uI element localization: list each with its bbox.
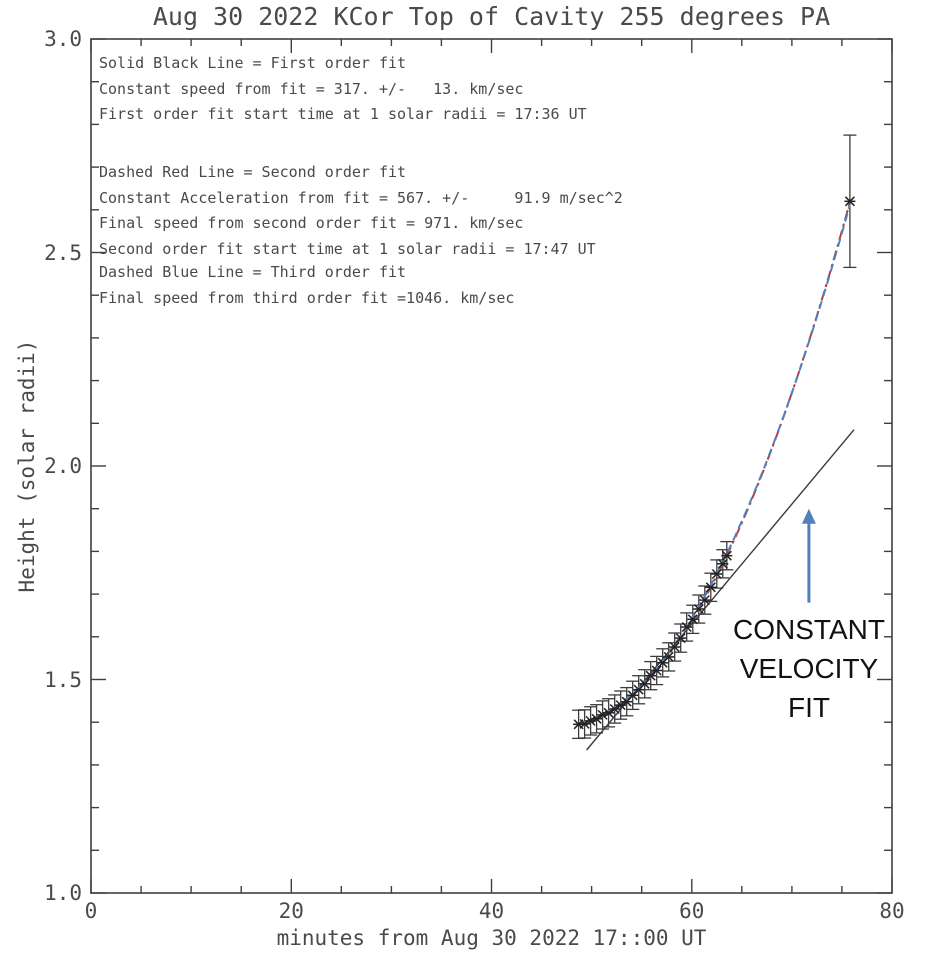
data-point-marker	[669, 641, 681, 653]
annotation-line: Dashed Red Line = Second order fit	[99, 163, 407, 181]
annotation-line: First order fit start time at 1 solar ra…	[99, 105, 587, 123]
annotation-first-order-fit: Solid Black Line = First order fit Consta…	[99, 51, 587, 128]
data-point-marker	[651, 665, 663, 676]
x-tick-label: 80	[879, 899, 905, 923]
data-point-marker	[693, 603, 705, 615]
x-axis-title: minutes from Aug 30 2022 17::00 UT	[276, 926, 707, 950]
data-point-marker	[717, 558, 729, 569]
data-point-marker	[663, 651, 675, 662]
annotation-line: Final speed from third order fit =1046. …	[99, 288, 515, 307]
data-point-marker	[681, 621, 693, 633]
annotation-third-order-fit: Dashed Blue Line = Third order fit Final …	[99, 260, 514, 311]
constant-velocity-fit-label-line: VELOCITY	[739, 653, 879, 684]
annotation-line: Solid Black Line = First order fit	[99, 54, 407, 72]
data-point-marker	[705, 582, 717, 593]
constant-velocity-arrow	[801, 508, 816, 603]
annotation-line: Second order fit start time at 1 solar r…	[99, 239, 596, 258]
third-order-fit-line	[578, 204, 851, 725]
annotation-line: Constant Acceleration from fit = 567. +/…	[99, 188, 623, 207]
data-point-marker	[609, 703, 621, 715]
annotation-line: Constant speed from fit = 317. +/- 13. k…	[99, 79, 524, 98]
annotation-line: Final speed from second order fit = 971.…	[99, 214, 524, 232]
data-point-marker	[639, 678, 651, 689]
data-point-marker	[603, 707, 615, 718]
data-point-marker	[711, 568, 723, 580]
constant-velocity-fit-label: CONSTANT VELOCITY FIT	[718, 610, 900, 727]
constant-velocity-fit-label-line: FIT	[788, 692, 830, 723]
y-tick-label: 2.0	[44, 454, 82, 478]
data-point-marker	[675, 633, 687, 644]
y-tick-label: 1.5	[44, 667, 82, 692]
data-point-marker	[687, 614, 699, 625]
y-axis-title: Height (solar radii)	[15, 339, 39, 593]
x-tick-label: 40	[478, 899, 505, 923]
chart-title: Aug 30 2022 KCor Top of Cavity 255 degre…	[152, 2, 831, 31]
x-tick-label: 20	[278, 899, 304, 923]
data-point-marker	[699, 595, 711, 606]
annotation-second-order-fit: Dashed Red Line = Second order fit Consta…	[99, 160, 623, 262]
y-tick-label: 1.0	[44, 881, 82, 905]
y-tick-label: 3.0	[44, 27, 82, 51]
data-point-marker	[721, 550, 733, 561]
annotation-line: Dashed Blue Line = Third order fit	[99, 263, 407, 281]
x-tick-label: 0	[84, 899, 98, 923]
data-point-marker	[844, 196, 856, 207]
y-tick-label: 2.5	[44, 240, 82, 265]
constant-velocity-fit-label-line: CONSTANT	[733, 614, 885, 645]
data-point-marker	[591, 713, 603, 724]
x-tick-label: 60	[679, 899, 705, 923]
